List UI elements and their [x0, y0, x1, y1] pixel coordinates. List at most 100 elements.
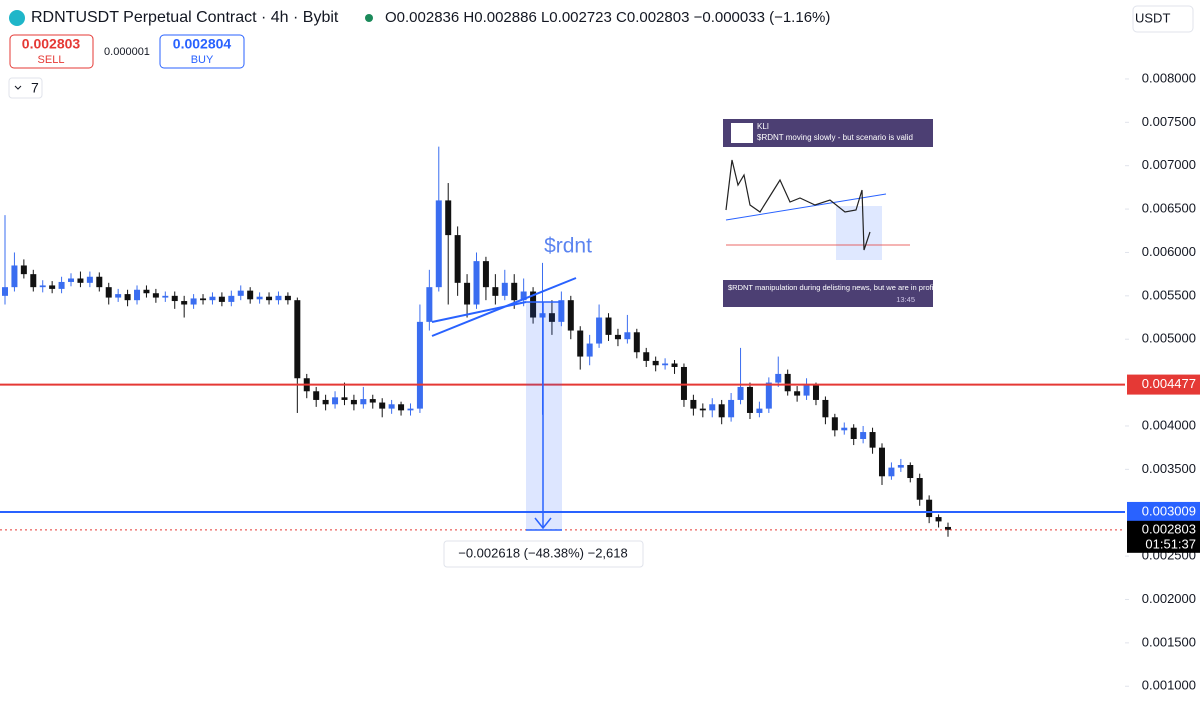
candle-body: [633, 332, 640, 353]
candle-body: [935, 517, 942, 522]
candle-body: [803, 385, 810, 396]
inset-caption: $RDNT manipulation during delisting news…: [728, 283, 982, 292]
inset-author: KLI: [757, 122, 769, 131]
candle-body: [916, 478, 923, 500]
candle-body: [662, 363, 669, 366]
candle-body: [756, 408, 763, 413]
y-tick-label: 0.007000: [1142, 157, 1196, 172]
level-label-box: [1127, 374, 1200, 395]
y-tick-label: 0.002000: [1142, 591, 1196, 606]
candle-body: [58, 281, 65, 289]
inset-caption-text: $RDNT manipulation during delisting news…: [728, 283, 982, 292]
candle-body: [181, 301, 188, 305]
candle-body: [671, 363, 678, 367]
y-tick-label: 0.006000: [1142, 244, 1196, 259]
candle-body: [200, 298, 207, 301]
last-price: 0.002803: [1142, 521, 1196, 536]
candle-body: [586, 343, 593, 357]
candle-body: [473, 261, 480, 305]
candle-body: [718, 404, 725, 418]
candle-body: [332, 397, 339, 405]
candle-body: [350, 399, 357, 405]
candle-body: [699, 408, 706, 411]
candle-body: [152, 293, 159, 298]
candle-body: [746, 386, 753, 413]
chevron[interactable]: [14, 85, 22, 90]
candle-body: [416, 321, 423, 409]
candle-body: [860, 432, 867, 439]
currency-box[interactable]: [1132, 5, 1194, 33]
y-tick-label: 0.003500: [1142, 461, 1196, 476]
candle-body: [294, 300, 301, 379]
candle-body: [690, 399, 697, 409]
candle-body: [548, 313, 555, 322]
candle-body: [30, 274, 37, 288]
indicators-toggle[interactable]: [8, 77, 43, 99]
candle-body: [680, 366, 687, 400]
indicators-count[interactable]: 7: [31, 80, 39, 96]
candle-body: [388, 404, 395, 409]
candle-body: [530, 291, 537, 318]
inset-bg: [723, 119, 933, 307]
candle-body: [237, 290, 244, 296]
candle-body: [96, 276, 103, 288]
candle-body: [105, 287, 112, 298]
candle-body: [482, 261, 489, 288]
candle-body: [313, 391, 320, 400]
candle-body: [162, 295, 169, 298]
inset: KLI $RDNT moving slowly - but scenario i…: [723, 119, 982, 307]
candle-body: [49, 285, 56, 289]
candle-body: [577, 330, 584, 357]
candle-body: [624, 332, 631, 340]
candle-body: [605, 317, 612, 335]
ohlc: O0.002836 H0.002886 L0.002723 C0.002803 …: [385, 9, 830, 26]
candle-body: [775, 373, 782, 383]
candle-body: [445, 200, 452, 236]
plot: 0.008000 0.007500 0.007000 0.006500 0.006000…: [0, 70, 1200, 693]
candle-body: [247, 290, 254, 300]
sell-button[interactable]: [9, 34, 94, 69]
inset-headline: $RDNT moving slowly - but scenario is va…: [757, 133, 913, 142]
inset-time: 13:45: [896, 295, 915, 304]
candle-body: [878, 447, 885, 477]
candle-body: [784, 373, 791, 392]
candle-body: [709, 404, 716, 411]
candle-body: [407, 408, 414, 411]
candle-body: [77, 278, 84, 283]
candle-body: [812, 385, 819, 400]
symbol[interactable]: RDNTUSDT Perpetual Contract · 4h · Bybit: [31, 9, 339, 26]
y-tick-label: 0.005000: [1142, 331, 1196, 346]
y-tick-label: 0.005500: [1142, 287, 1196, 302]
candle-body: [379, 402, 386, 409]
level-label: 0.003009: [1142, 503, 1196, 518]
sell-label[interactable]: SELL: [38, 54, 65, 66]
y-tick-label: 0.008000: [1142, 70, 1196, 85]
candle-body: [360, 399, 367, 405]
buy-label[interactable]: BUY: [191, 54, 214, 66]
candle-body: [209, 296, 216, 301]
symbol-icon: [9, 10, 25, 26]
candle-body: [435, 200, 442, 288]
buy-price[interactable]: 0.002804: [173, 36, 232, 52]
candle-body: [850, 427, 857, 439]
candle-body: [11, 265, 18, 288]
candle-body: [501, 282, 508, 296]
buy-button[interactable]: [159, 34, 245, 69]
candle-body: [171, 295, 178, 302]
y-tick-label: 0.006500: [1142, 201, 1196, 216]
triangle-lower: [431, 301, 527, 323]
candle-body: [228, 295, 235, 302]
currency[interactable]: USDT: [1135, 10, 1170, 25]
measure-label: −0.002618 (−48.38%) −2,618: [458, 545, 628, 560]
candle-body: [218, 296, 225, 302]
candle-body: [256, 296, 263, 300]
candle-body: [614, 334, 621, 340]
tag: $rdnt: [544, 235, 592, 258]
inset-price: [725, 159, 871, 251]
sell-price[interactable]: 0.002803: [22, 36, 81, 52]
candle-body: [888, 467, 895, 477]
candle-body: [765, 382, 772, 409]
candle-body: [322, 399, 329, 405]
